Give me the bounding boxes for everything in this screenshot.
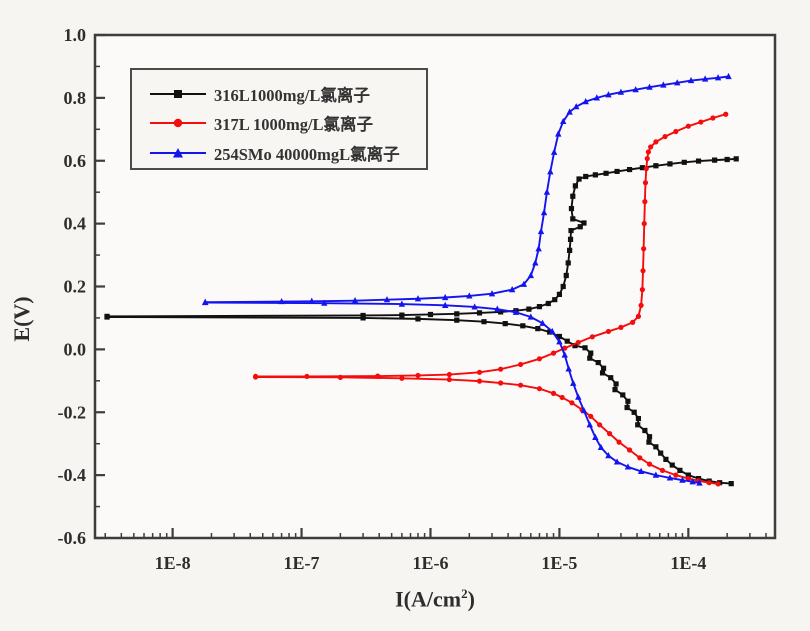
legend-item-254smo: 254SMo 40000mgL氯离子 bbox=[148, 140, 426, 166]
series-0-cathodic-line bbox=[106, 316, 733, 485]
legend-square-marker-icon bbox=[174, 89, 182, 98]
legend-label-254smo: 254SMo 40000mgL氯离子 bbox=[214, 145, 400, 165]
y-tick-label: 0.6 bbox=[64, 151, 87, 171]
y-tick-label: -0.2 bbox=[58, 402, 87, 422]
series-0 bbox=[104, 156, 739, 487]
x-axis-title-text: I(A/cm bbox=[395, 586, 462, 612]
y-tick-label: -0.4 bbox=[58, 465, 87, 485]
legend: 316L1000mg/L氯离子 317L 1000mg/L氯离子 254SMo … bbox=[130, 68, 428, 170]
legend-swatch-254smo bbox=[150, 148, 206, 158]
series-2 bbox=[202, 72, 732, 486]
legend-item-316l: 316L1000mg/L氯离子 bbox=[148, 81, 426, 107]
y-tick-label: 0.0 bbox=[64, 339, 87, 359]
x-axis-title: I(A/cm2) bbox=[95, 586, 775, 612]
series-1-cathodic-markers bbox=[252, 374, 721, 487]
y-axis-title: E(V) bbox=[9, 296, 34, 342]
y-tick-label: -0.6 bbox=[58, 528, 87, 548]
legend-circle-marker-icon bbox=[173, 119, 183, 128]
y-tick-label: 1.0 bbox=[64, 25, 87, 45]
y-axis-ticks: 1.0 0.8 0.6 0.4 0.2 0.0 -0.2 -0.4 -0.6 bbox=[58, 25, 105, 548]
y-tick-label: 0.4 bbox=[64, 214, 87, 234]
legend-label-316l: 316L1000mg/L氯离子 bbox=[214, 85, 370, 105]
x-axis-ticks: 1E-8 1E-7 1E-6 1E-5 1E-4 bbox=[155, 528, 706, 573]
legend-swatch-317l bbox=[150, 119, 206, 128]
x-axis-title-suffix: ) bbox=[467, 586, 475, 612]
x-tick-label: 1E-5 bbox=[541, 553, 577, 573]
x-tick-label: 1E-4 bbox=[670, 553, 706, 573]
x-tick-label: 1E-7 bbox=[284, 553, 320, 573]
series-2-cathodic-line bbox=[204, 301, 701, 484]
legend-swatch-316l bbox=[150, 89, 206, 98]
legend-label-317l: 317L 1000mg/L氯离子 bbox=[214, 115, 374, 135]
plot-border bbox=[93, 33, 777, 540]
series-1 bbox=[252, 111, 729, 487]
x-tick-label: 1E-8 bbox=[155, 553, 191, 573]
y-tick-label: 0.8 bbox=[64, 88, 87, 108]
legend-triangle-marker-icon bbox=[173, 148, 183, 158]
legend-item-317l: 317L 1000mg/L氯离子 bbox=[148, 110, 426, 136]
y-tick-label: 0.2 bbox=[64, 277, 87, 297]
x-tick-label: 1E-6 bbox=[412, 553, 448, 573]
x-axis-title-superscript: 2 bbox=[461, 586, 468, 601]
